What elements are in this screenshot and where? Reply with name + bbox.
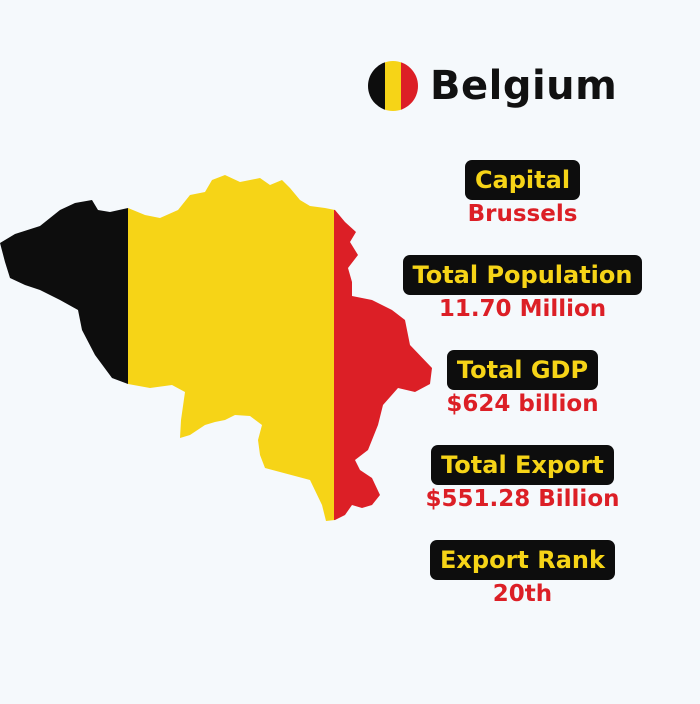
- stat-total-gdp: Total GDP $624 billion: [390, 350, 655, 417]
- flag-red-stripe: [401, 61, 418, 111]
- stat-export-rank: Export Rank 20th: [390, 540, 655, 607]
- stat-label: Total GDP: [446, 350, 599, 390]
- stat-label: Total Population: [402, 255, 643, 295]
- stat-value: $551.28 Billion: [425, 486, 620, 512]
- belgium-flag-icon: [368, 61, 418, 111]
- map-black-band: [0, 175, 128, 521]
- stat-label: Capital: [464, 160, 581, 200]
- stat-value: $624 billion: [446, 391, 599, 417]
- flag-yellow-stripe: [384, 61, 402, 111]
- page-header: Belgium: [368, 58, 617, 114]
- page-title: Belgium: [430, 63, 618, 109]
- stat-value: 11.70 Million: [438, 296, 607, 322]
- map-yellow-band: [128, 175, 334, 521]
- stat-value: Brussels: [467, 201, 578, 227]
- stat-label: Export Rank: [430, 540, 615, 580]
- stat-capital: Capital Brussels: [390, 160, 655, 227]
- stat-value: 20th: [492, 581, 553, 607]
- flag-black-stripe: [368, 61, 385, 111]
- stat-total-export: Total Export $551.28 Billion: [390, 445, 655, 512]
- stat-total-population: Total Population 11.70 Million: [390, 255, 655, 322]
- stat-label: Total Export: [431, 445, 614, 485]
